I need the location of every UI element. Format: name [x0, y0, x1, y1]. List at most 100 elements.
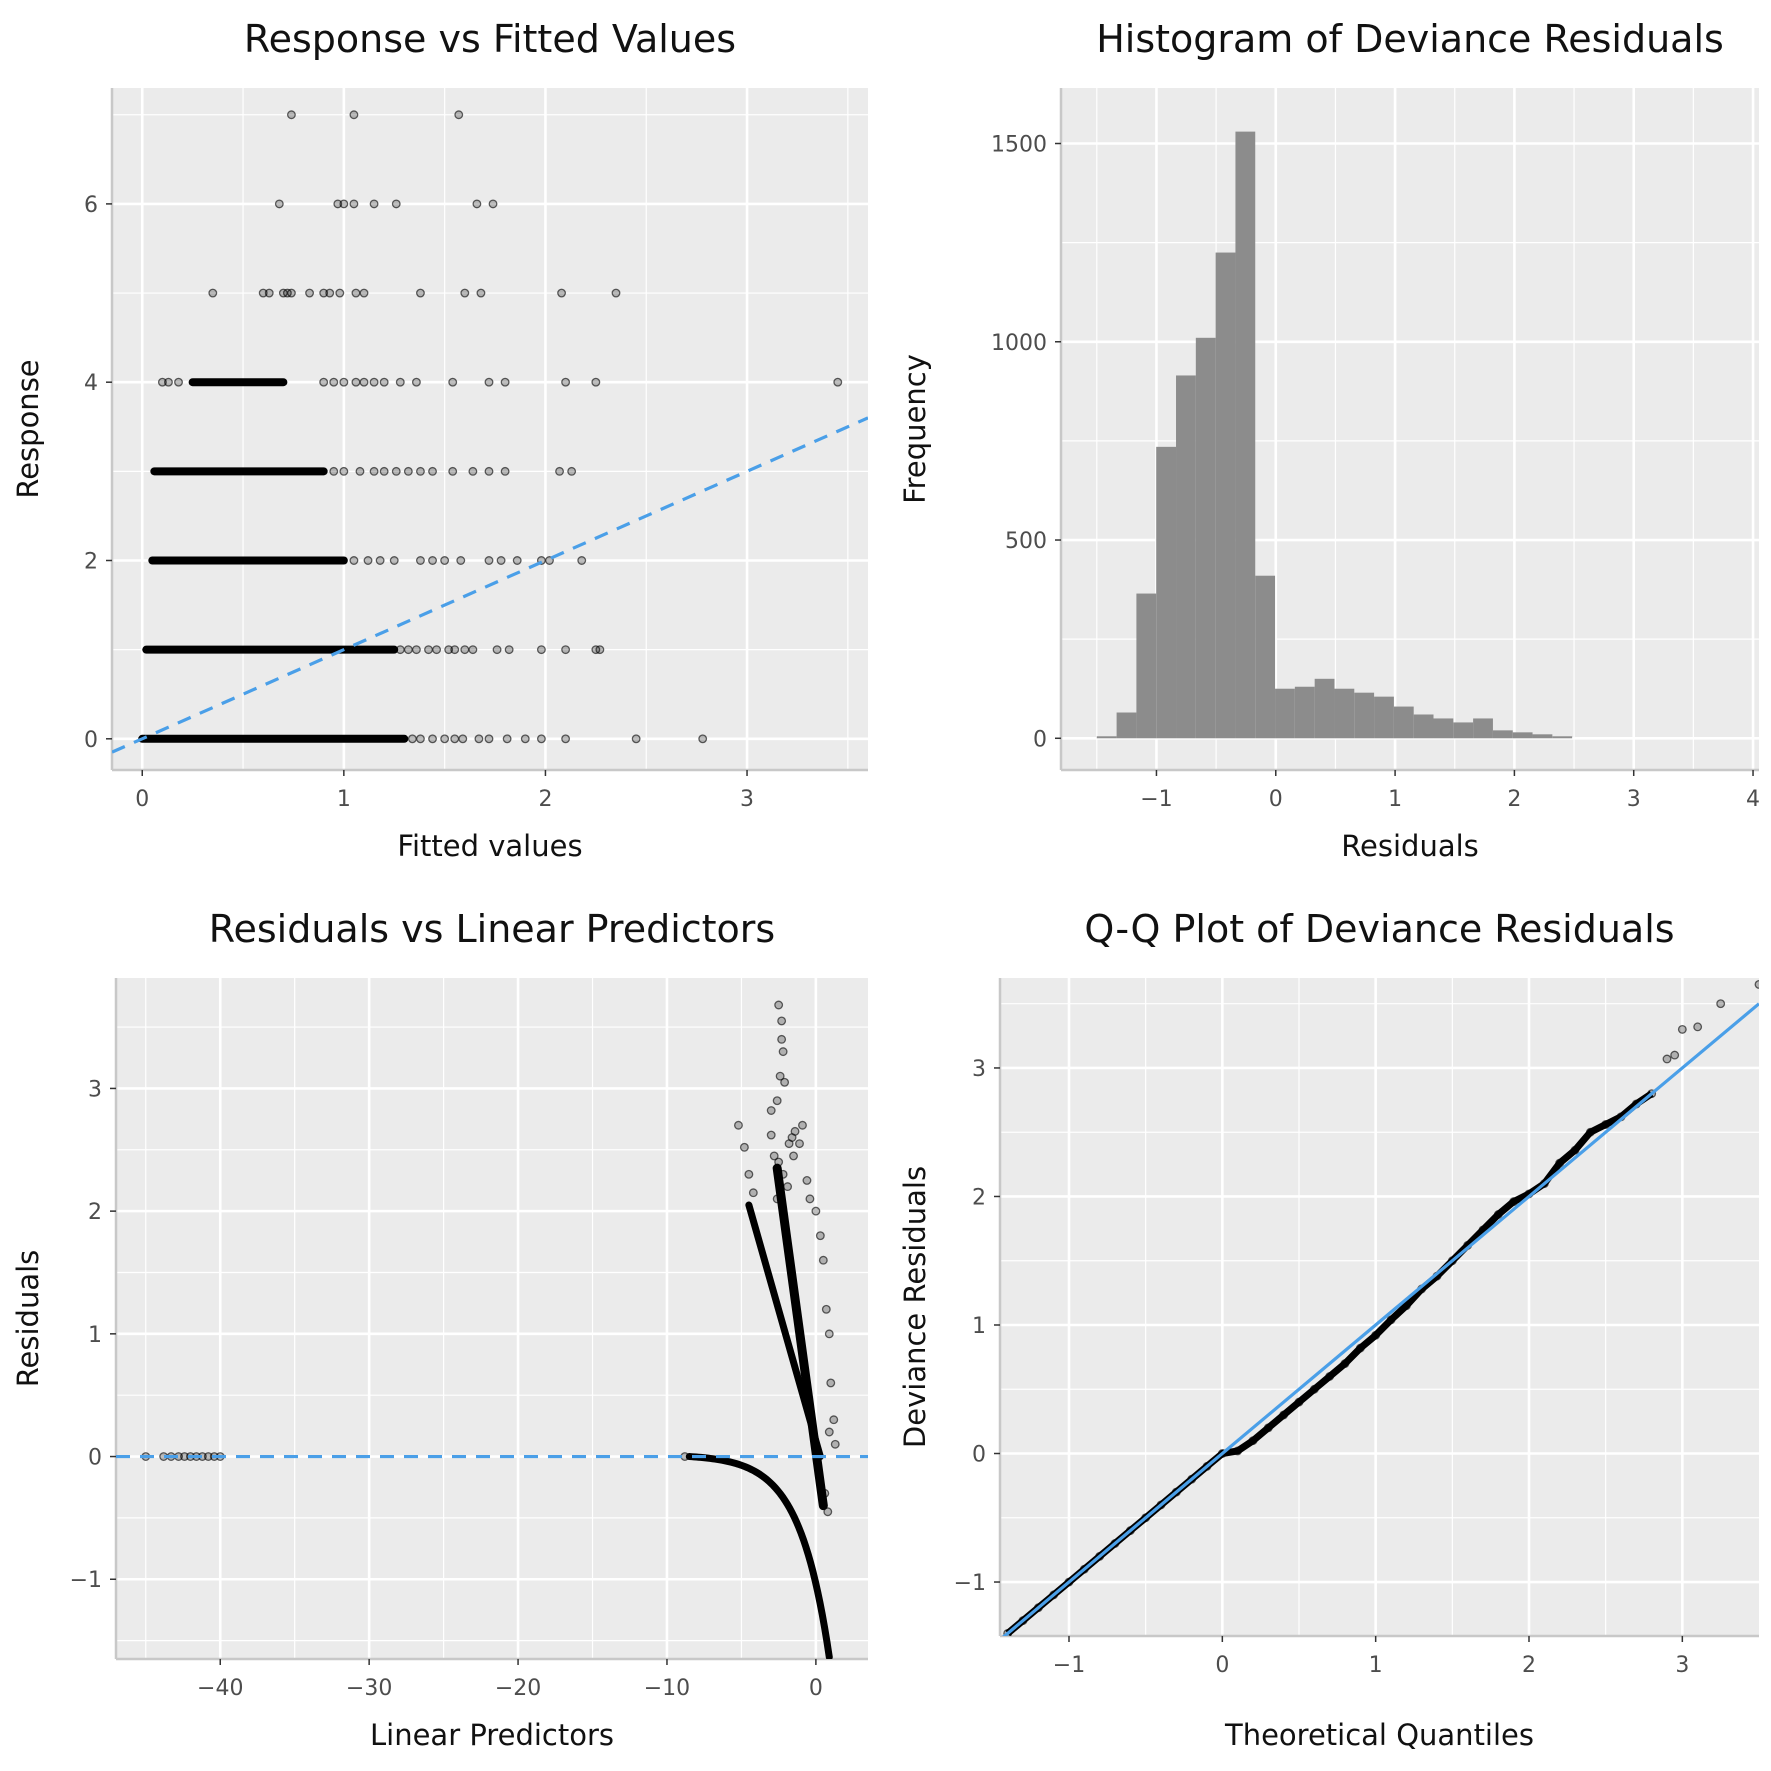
- panel-title: Q-Q Plot of Deviance Residuals: [1084, 907, 1674, 951]
- data-point: [333, 199, 343, 209]
- data-point: [411, 645, 421, 655]
- data-point: [329, 377, 339, 387]
- data-point: [1325, 1371, 1335, 1381]
- y-tick-label: 0: [972, 1443, 986, 1468]
- data-point: [1371, 1330, 1381, 1340]
- data-marks: [1002, 979, 1759, 1636]
- x-tick-label: 2: [1507, 787, 1521, 812]
- histogram-bar: [1235, 131, 1256, 739]
- data-point: [818, 1255, 828, 1265]
- data-marks: [116, 1000, 868, 1659]
- data-point: [174, 377, 183, 387]
- y-tick-label: −1: [954, 1571, 986, 1596]
- x-tick-label: 3: [1627, 787, 1641, 812]
- data-point: [1263, 1423, 1273, 1433]
- data-point: [512, 556, 522, 565]
- data-point: [536, 734, 546, 744]
- dense-point-band: [772, 1163, 828, 1511]
- data-point: [769, 1151, 779, 1161]
- data-point: [460, 645, 470, 655]
- data-point: [492, 645, 502, 655]
- data-point: [1294, 1397, 1304, 1407]
- data-point: [536, 645, 546, 655]
- y-tick-label: 2: [972, 1185, 986, 1210]
- data-point: [415, 288, 425, 298]
- data-point: [415, 466, 425, 476]
- y-axis-label: Deviance Residuals: [898, 1166, 932, 1448]
- plot-background: [112, 88, 868, 770]
- data-point: [440, 556, 450, 565]
- data-point: [1386, 1315, 1396, 1325]
- histogram-bar: [1215, 252, 1236, 739]
- data-point: [369, 377, 379, 387]
- x-tick-label: 1: [337, 787, 351, 812]
- chart-panel-1: 0 1 2 3 0 2 4 6 Response vs Fitted Values Fitted …: [11, 17, 868, 863]
- reference-line: [1002, 1002, 1759, 1636]
- histogram-bar: [1453, 722, 1474, 739]
- histogram-bar: [1255, 575, 1276, 739]
- x-tick-label: 4: [1746, 787, 1760, 812]
- x-tick-label: −40: [197, 1676, 243, 1701]
- data-point: [391, 466, 401, 476]
- x-tick-label: −1: [1053, 1653, 1085, 1678]
- data-point: [395, 645, 405, 655]
- data-point: [274, 199, 284, 209]
- y-tick-label: 1: [88, 1323, 102, 1348]
- data-point: [379, 466, 389, 476]
- data-point: [1493, 1210, 1503, 1219]
- y-tick-label: 0: [1033, 727, 1047, 752]
- histogram-bar: [1433, 718, 1454, 739]
- data-point: [826, 1378, 836, 1388]
- histogram-bar: [1294, 686, 1315, 739]
- histogram-bar: [1374, 696, 1394, 739]
- x-tick-label: 0: [809, 1676, 823, 1701]
- data-point: [778, 1047, 788, 1057]
- panel-title: Residuals vs Linear Predictors: [209, 907, 775, 951]
- panel-title: Histogram of Deviance Residuals: [1096, 17, 1724, 61]
- data-point: [780, 1077, 790, 1087]
- data-point: [415, 556, 425, 565]
- data-point: [824, 1329, 834, 1339]
- data-point: [450, 645, 460, 655]
- data-point: [795, 1139, 804, 1149]
- data-point: [428, 734, 437, 744]
- y-tick-label: 2: [84, 549, 98, 574]
- data-point: [349, 556, 359, 565]
- x-tick-label: 0: [1269, 787, 1283, 812]
- y-tick-label: 1000: [991, 331, 1047, 356]
- data-point: [286, 288, 296, 298]
- data-point: [774, 1157, 784, 1167]
- data-point: [428, 466, 437, 476]
- x-tick-label: 0: [135, 787, 149, 812]
- data-point: [329, 466, 339, 476]
- data-point: [557, 288, 567, 298]
- data-point: [631, 734, 641, 744]
- x-tick-label: −20: [495, 1676, 541, 1701]
- data-point: [415, 734, 425, 744]
- data-point: [1601, 1120, 1611, 1129]
- panel-title: Response vs Fitted Values: [244, 17, 736, 61]
- data-point: [775, 1071, 785, 1081]
- data-point: [680, 1452, 690, 1461]
- data-point: [264, 288, 274, 298]
- histogram-bar: [1334, 688, 1355, 739]
- y-tick-label: 500: [1005, 529, 1047, 554]
- data-point: [1585, 1127, 1595, 1137]
- data-point: [500, 466, 510, 476]
- data-point: [379, 377, 389, 387]
- data-point: [766, 1106, 776, 1115]
- data-point: [208, 288, 218, 298]
- data-point: [777, 1034, 787, 1044]
- y-tick-label: 3: [88, 1077, 102, 1102]
- data-point: [611, 288, 621, 298]
- data-point: [389, 556, 399, 565]
- data-point: [403, 466, 413, 476]
- histogram-bar: [1136, 593, 1157, 739]
- histogram-bar: [1393, 706, 1414, 739]
- data-point: [448, 466, 458, 476]
- reference-line: [112, 416, 868, 754]
- data-point: [739, 1142, 749, 1152]
- data-point: [1340, 1359, 1350, 1368]
- y-tick-label: 1: [972, 1314, 986, 1339]
- data-point: [520, 734, 530, 744]
